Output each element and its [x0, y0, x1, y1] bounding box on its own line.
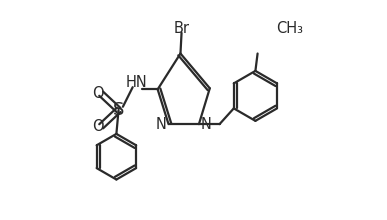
Text: S: S — [113, 101, 124, 119]
Text: O: O — [92, 86, 103, 101]
Text: CH₃: CH₃ — [276, 21, 303, 36]
Text: Br: Br — [173, 21, 190, 36]
Text: O: O — [92, 119, 103, 134]
Text: N: N — [201, 117, 212, 132]
Text: N: N — [156, 117, 166, 132]
Text: HN: HN — [125, 75, 147, 90]
